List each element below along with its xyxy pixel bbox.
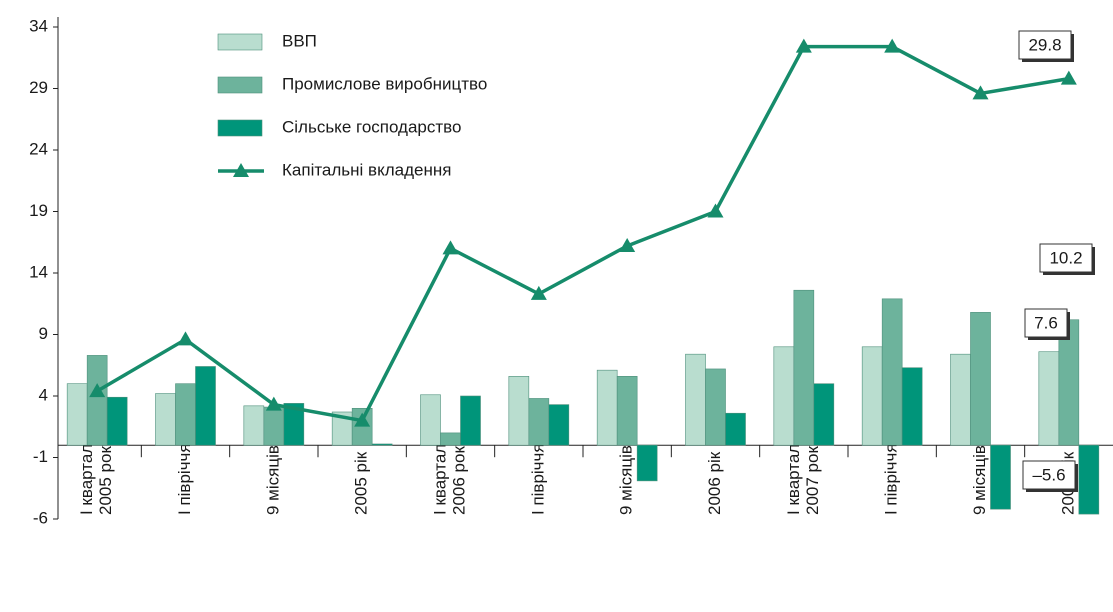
line-marker <box>619 237 636 252</box>
x-tick-label: 9 місяців <box>617 445 636 515</box>
legend-label: Промислове виробництво <box>282 74 487 93</box>
bar <box>685 353 706 446</box>
value-label-box <box>1024 308 1068 338</box>
value-label-box <box>1022 460 1076 490</box>
x-tick-label: І півріччя <box>882 443 901 515</box>
bar <box>86 355 108 446</box>
bar <box>990 444 1011 510</box>
y-tick-label: 34 <box>29 16 48 35</box>
y-tick-label: 24 <box>29 139 48 158</box>
x-tick-label: 2006 року <box>449 437 468 515</box>
bar <box>106 396 128 446</box>
bar <box>793 289 815 446</box>
x-tick-label: І квартал <box>77 444 96 515</box>
legend-label: Сільське господарство <box>282 117 461 136</box>
legend-marker <box>233 163 249 177</box>
x-tick-label: 9 місяців <box>263 445 282 515</box>
y-tick-label: 4 <box>39 385 48 404</box>
value-label: 10.2 <box>1049 248 1082 267</box>
bar <box>901 367 923 446</box>
line-marker <box>530 285 547 300</box>
y-tick-label: 14 <box>29 262 48 281</box>
x-tick-label: 2006 рік <box>705 451 724 515</box>
line-marker <box>884 38 901 53</box>
bar <box>460 395 481 446</box>
line-marker <box>177 331 194 346</box>
line-marker <box>354 412 371 427</box>
y-tick-label: 29 <box>29 78 48 97</box>
line-marker <box>795 38 812 53</box>
legend-swatch <box>217 76 263 94</box>
value-label: 7.6 <box>1034 313 1058 332</box>
bar <box>1078 444 1100 515</box>
bar <box>440 432 461 446</box>
x-tick-label: І квартал <box>784 444 803 515</box>
bar <box>155 393 176 446</box>
bar <box>371 443 393 446</box>
bar <box>528 398 550 446</box>
bar <box>725 412 746 446</box>
bar <box>1038 351 1060 446</box>
x-tick-label: 9 місяців <box>970 445 989 515</box>
line-marker <box>442 240 459 255</box>
x-tick-label: 2005 року <box>96 437 115 515</box>
legend-label: ВВП <box>282 31 317 50</box>
line-marker <box>265 396 282 411</box>
line-marker <box>89 383 106 398</box>
bar <box>508 376 530 446</box>
bar <box>195 366 216 446</box>
bar <box>616 376 638 446</box>
bar <box>813 383 835 446</box>
bar <box>881 298 903 446</box>
bar <box>283 403 305 446</box>
bar <box>351 407 373 446</box>
bar <box>773 346 795 446</box>
bar <box>263 406 285 446</box>
legend-label: Капітальні вкладення <box>282 160 451 179</box>
bar <box>243 405 265 446</box>
x-tick-label: 2007 року <box>803 437 822 515</box>
value-label-box <box>1018 30 1072 60</box>
value-label-box <box>1039 243 1093 273</box>
bar <box>66 383 88 446</box>
value-label: 29.8 <box>1028 35 1061 54</box>
y-tick-label: -6 <box>33 508 48 527</box>
bar <box>175 383 196 446</box>
y-tick-label: 9 <box>39 324 48 343</box>
line-marker <box>972 85 989 100</box>
bar <box>420 394 441 446</box>
y-tick-label: -1 <box>33 447 48 466</box>
value-label: –5.6 <box>1032 465 1065 484</box>
x-tick-label: 2005 рік <box>352 451 371 515</box>
bar <box>970 312 991 446</box>
bar <box>861 346 883 446</box>
legend-swatch <box>217 119 263 137</box>
bar <box>636 444 658 482</box>
x-tick-label: І півріччя <box>175 443 194 515</box>
legend-swatch <box>217 33 263 51</box>
bar <box>548 404 570 446</box>
x-tick-label: І квартал <box>430 444 449 515</box>
y-tick-label: 19 <box>29 201 48 220</box>
x-tick-label: І півріччя <box>528 443 547 515</box>
bar <box>596 369 618 446</box>
line-marker <box>707 203 724 218</box>
line <box>96 44 1070 423</box>
bar <box>950 353 971 446</box>
bar <box>705 368 726 446</box>
line-marker <box>1060 70 1077 85</box>
